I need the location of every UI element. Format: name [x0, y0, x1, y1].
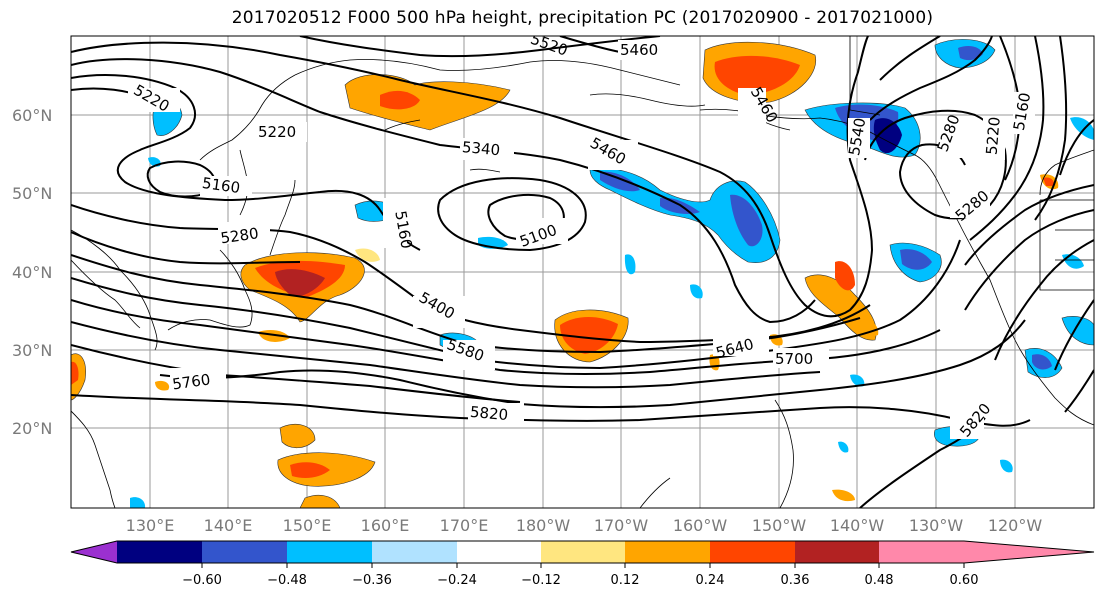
contour-label: 5760: [171, 370, 211, 393]
lat-label: 50°N: [12, 184, 52, 203]
lat-label: 60°N: [12, 106, 52, 125]
contour-label: 5160: [201, 174, 241, 197]
colorbar-tick-label: −0.24: [437, 573, 477, 588]
colorbar-segment: [710, 541, 795, 563]
colorbar-tick-label: −0.12: [521, 573, 561, 588]
colorbar-tick-label: −0.60: [182, 573, 222, 588]
colorbar-segment: [117, 541, 202, 563]
lon-label: 140°W: [830, 516, 885, 535]
lon-label: 130°W: [909, 516, 964, 535]
lon-label: 140°E: [204, 516, 253, 535]
colorbar: −0.60 −0.48 −0.36 −0.24 −0.12 0.12 0.24 …: [70, 540, 1095, 588]
precipitation-anomaly-shading: [71, 39, 1094, 508]
lat-label: 20°N: [12, 419, 52, 438]
colorbar-extend-max: [964, 541, 1094, 563]
contour-label: 5820: [469, 403, 509, 424]
lon-label: 160°W: [673, 516, 728, 535]
contour-labels: 5460 5520 5220 5220 5340 5460 5160 5280 …: [128, 36, 1035, 441]
coastlines: [71, 36, 1094, 508]
colorbar-segment: [625, 541, 710, 563]
contour-label: 5220: [258, 123, 296, 141]
map-content: 5460 5520 5220 5220 5340 5460 5160 5280 …: [71, 36, 1094, 508]
map-frame: [70, 35, 1095, 509]
colorbar-segment: [457, 541, 541, 563]
lon-label: 130°E: [126, 516, 175, 535]
colorbar-extend-min: [71, 541, 117, 563]
lat-label: 30°N: [12, 341, 52, 360]
colorbar-segment: [287, 541, 372, 563]
colorbar-segment: [795, 541, 879, 563]
contour-label: 5700: [775, 350, 813, 368]
longitude-labels: 130°E 140°E 150°E 160°E 170°E 180°W 170°…: [126, 516, 1043, 535]
latitude-labels: 20°N 30°N 40°N 50°N 60°N: [12, 106, 52, 438]
lat-label: 40°N: [12, 263, 52, 282]
colorbar-tick-label: −0.48: [267, 573, 307, 588]
colorbar-tick-label: −0.36: [352, 573, 392, 588]
lon-label: 150°E: [283, 516, 332, 535]
colorbar-segment: [372, 541, 457, 563]
colorbar-tick-label: 0.24: [696, 573, 725, 588]
colorbar-segment: [541, 541, 625, 563]
colorbar-tick-label: 0.12: [611, 573, 640, 588]
lon-label: 170°E: [440, 516, 489, 535]
lon-label: 120°W: [988, 516, 1043, 535]
contour-label: 5220: [983, 116, 1004, 156]
map-title: 2017020512 F000 500 hPa height, precipit…: [231, 8, 934, 28]
lon-label: 180°W: [516, 516, 571, 535]
lon-label: 170°W: [594, 516, 649, 535]
colorbar-tick-label: 0.36: [781, 573, 810, 588]
contour-label: 5340: [461, 138, 501, 159]
contour-label: 5280: [219, 224, 259, 247]
colorbar-tick-label: 0.48: [865, 573, 894, 588]
colorbar-outline: [70, 540, 1095, 564]
colorbar-tick-label: 0.60: [950, 573, 979, 588]
colorbar-segment: [202, 541, 287, 563]
lon-label: 160°E: [361, 516, 410, 535]
contour-label: 5460: [620, 41, 658, 59]
colorbar-segment: [879, 541, 964, 563]
lon-label: 150°W: [752, 516, 807, 535]
